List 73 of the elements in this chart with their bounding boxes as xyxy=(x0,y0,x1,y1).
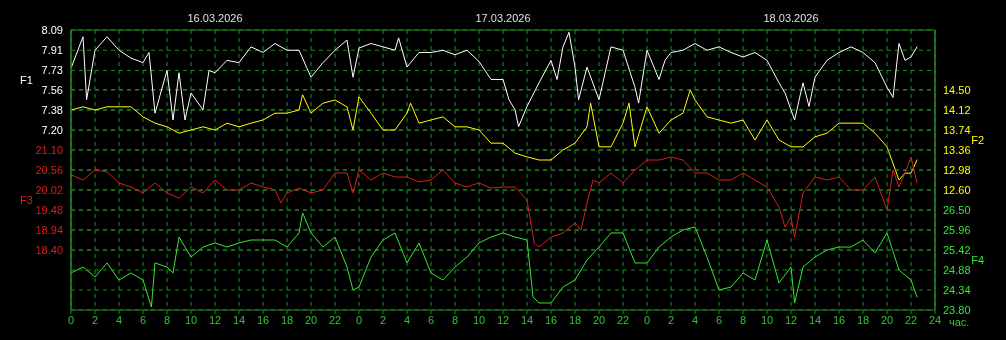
x-tick-label: 14 xyxy=(520,313,534,326)
x-tick-label: 6 xyxy=(715,313,723,326)
y2-tick-label: 13.36 xyxy=(943,144,971,156)
x-tick-label: 0 xyxy=(355,313,363,326)
y2-tick-label: 14.50 xyxy=(943,84,971,96)
y2-tick-label: 13.74 xyxy=(943,124,971,136)
x-tick-label: 2 xyxy=(379,313,387,326)
x-tick-label: 6 xyxy=(139,313,147,326)
y2-tick-label: 14.12 xyxy=(943,104,971,116)
x-tick-label: 2 xyxy=(91,313,99,326)
y-tick-label: 20.02 xyxy=(35,184,63,196)
x-tick-label: 8 xyxy=(163,313,171,326)
text: 17.03.2026 xyxy=(475,12,531,24)
x-tick-label: 18 xyxy=(568,313,582,326)
y-tick-label: 7.38 xyxy=(41,103,63,116)
x-tick-label: 14 xyxy=(232,313,246,326)
x-tick-label: 16 xyxy=(256,313,270,326)
line-series xyxy=(71,89,918,181)
x-tick-label: 18 xyxy=(280,313,294,326)
text: 18.03.2026 xyxy=(763,12,819,24)
y2-tick-label: 12.60 xyxy=(943,184,971,196)
x-tick-label: 10 xyxy=(184,313,198,326)
y2-tick-label: 12.98 xyxy=(943,164,971,176)
x-tick-label: 8 xyxy=(739,313,747,326)
x-tick-label: 4 xyxy=(403,313,411,326)
y2-tick-label: 26.50 xyxy=(943,204,971,216)
x-tick-label: 2 xyxy=(667,313,675,326)
y-tick-label: 7.91 xyxy=(41,44,63,57)
x-axis-title: час. xyxy=(949,316,970,328)
y2-tick-label: 23.80 xyxy=(943,304,971,316)
y2-tick-label: 25.42 xyxy=(943,244,971,256)
x-tick-label: 24 xyxy=(928,313,942,326)
line-series xyxy=(71,31,918,128)
y2-tick-label: 24.34 xyxy=(943,284,971,296)
x-tick-label: 8 xyxy=(451,313,459,326)
y-tick-label: 7.20 xyxy=(41,124,63,137)
text: 16.03.2026 xyxy=(187,12,243,24)
x-tick-label: 4 xyxy=(691,313,699,326)
y-tick-label: 18.94 xyxy=(35,224,63,236)
x-tick-label: 22 xyxy=(328,313,342,326)
y-axis-title: F3 xyxy=(20,194,33,206)
y2-tick-label: 25.96 xyxy=(943,224,971,236)
x-tick-label: 22 xyxy=(904,313,918,326)
y-tick-label: 20.56 xyxy=(35,164,63,176)
y-tick-label: 8.09 xyxy=(41,24,63,36)
x-tick-label: 20 xyxy=(304,313,318,326)
line-series xyxy=(71,212,918,308)
y2-axis-title: F4 xyxy=(971,254,984,266)
x-tick-label: 22 xyxy=(616,313,630,326)
x-tick-label: 0 xyxy=(643,313,651,326)
y2-axis-title: F2 xyxy=(971,134,984,146)
x-tick-label: 16 xyxy=(544,313,558,326)
x-tick-label: 16 xyxy=(832,313,846,326)
x-tick-label: 20 xyxy=(592,313,606,326)
y-tick-label: 21.10 xyxy=(35,144,63,156)
x-tick-label: 4 xyxy=(115,313,123,326)
y-tick-label: 18.40 xyxy=(35,244,63,256)
x-tick-label: 18 xyxy=(856,313,870,326)
y-tick-label: 19.48 xyxy=(35,204,63,216)
x-tick-label: 12 xyxy=(784,313,798,326)
x-tick-label: 20 xyxy=(880,313,894,326)
x-tick-label: 14 xyxy=(808,313,822,326)
y2-tick-label: 24.88 xyxy=(943,264,971,276)
y-tick-label: 7.56 xyxy=(41,83,63,96)
x-tick-label: 0 xyxy=(67,313,75,326)
y-tick-label: 7.73 xyxy=(41,64,63,77)
line-series xyxy=(71,156,918,248)
x-tick-label: 12 xyxy=(496,313,510,326)
y-axis-title: F1 xyxy=(20,74,33,87)
x-tick-label: 12 xyxy=(208,313,222,326)
x-tick-label: 10 xyxy=(760,313,774,326)
x-tick-label: 6 xyxy=(427,313,435,326)
x-tick-label: 10 xyxy=(472,313,486,326)
